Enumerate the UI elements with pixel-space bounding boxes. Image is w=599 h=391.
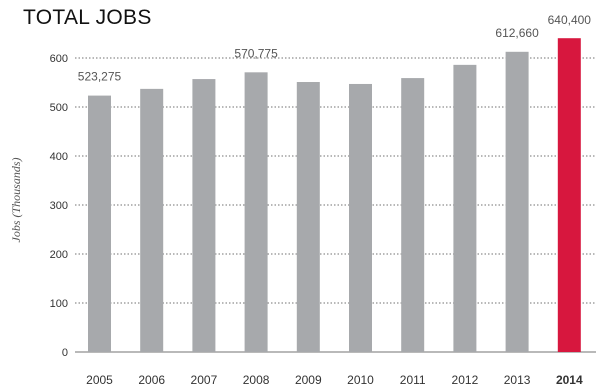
x-tick-label: 2007 bbox=[191, 373, 218, 387]
bar-2014 bbox=[557, 38, 581, 352]
y-axis-title: Jobs (Thousands) bbox=[9, 157, 23, 242]
y-tick-label: 200 bbox=[50, 249, 68, 261]
x-tick-label: 2009 bbox=[295, 373, 322, 387]
y-tick-label: 300 bbox=[50, 200, 68, 212]
bars bbox=[88, 38, 581, 353]
x-tick-label: 2005 bbox=[86, 373, 113, 387]
bar-2006 bbox=[140, 88, 164, 353]
data-label-2014: 640,400 bbox=[548, 13, 592, 27]
y-tick-label: 100 bbox=[50, 298, 68, 310]
data-label-2005: 523,275 bbox=[78, 70, 122, 84]
x-tick-label: 2012 bbox=[452, 373, 479, 387]
labels: 0 100 200 300 400 500 600 2005 2006 2007 2008 2009 2… bbox=[50, 13, 592, 387]
bar-2007 bbox=[192, 79, 216, 352]
bar-2010 bbox=[349, 83, 372, 352]
x-tick-label: 2013 bbox=[504, 373, 531, 387]
x-tick-label: 2011 bbox=[400, 373, 426, 387]
bar-2008 bbox=[244, 72, 268, 352]
y-tick-label: 400 bbox=[50, 151, 68, 163]
data-label-2008: 570,775 bbox=[234, 46, 278, 60]
x-tick-label: 2014 bbox=[556, 373, 583, 387]
chart-title: TOTAL JOBS bbox=[23, 6, 152, 29]
x-tick-label: 2006 bbox=[138, 373, 165, 387]
bar-2011 bbox=[401, 78, 425, 352]
data-label-2013: 612,660 bbox=[495, 26, 539, 40]
y-tick-label: 500 bbox=[50, 102, 68, 114]
bar-2013 bbox=[505, 51, 529, 352]
bar-2009 bbox=[296, 82, 320, 352]
x-tick-label: 2010 bbox=[347, 373, 374, 387]
x-tick-label: 2008 bbox=[243, 373, 270, 387]
y-tick-label: 0 bbox=[62, 347, 68, 359]
y-tick-label: 600 bbox=[50, 53, 68, 65]
bar-2012 bbox=[453, 64, 477, 353]
bar-2005 bbox=[88, 95, 111, 353]
